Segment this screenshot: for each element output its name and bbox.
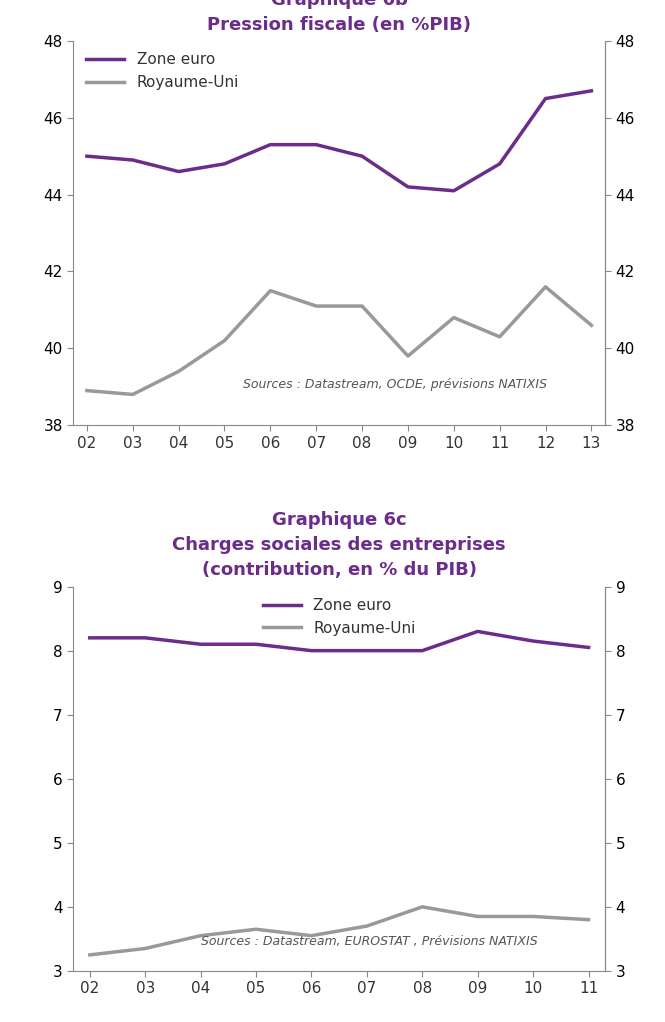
Legend: Zone euro, Royaume-Uni: Zone euro, Royaume-Uni [86,52,239,90]
Text: Sources : Datastream, EUROSTAT , Prévisions NATIXIS: Sources : Datastream, EUROSTAT , Prévisi… [201,935,537,947]
Title: Graphique 6b
Pression fiscale (en %PIB): Graphique 6b Pression fiscale (en %PIB) [207,0,471,34]
Text: Sources : Datastream, OCDE, prévisions NATIXIS: Sources : Datastream, OCDE, prévisions N… [243,377,547,390]
Title: Graphique 6c
Charges sociales des entreprises
(contribution, en % du PIB): Graphique 6c Charges sociales des entrep… [172,511,506,579]
Legend: Zone euro, Royaume-Uni: Zone euro, Royaume-Uni [263,598,416,636]
